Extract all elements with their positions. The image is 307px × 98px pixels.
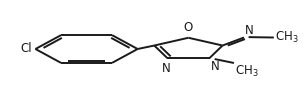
Text: CH$_3$: CH$_3$ xyxy=(275,30,299,45)
Text: O: O xyxy=(184,21,193,34)
Text: N: N xyxy=(211,59,220,73)
Text: Cl: Cl xyxy=(21,43,33,55)
Text: N: N xyxy=(245,24,254,37)
Text: CH$_3$: CH$_3$ xyxy=(235,64,259,79)
Text: N: N xyxy=(161,62,170,75)
